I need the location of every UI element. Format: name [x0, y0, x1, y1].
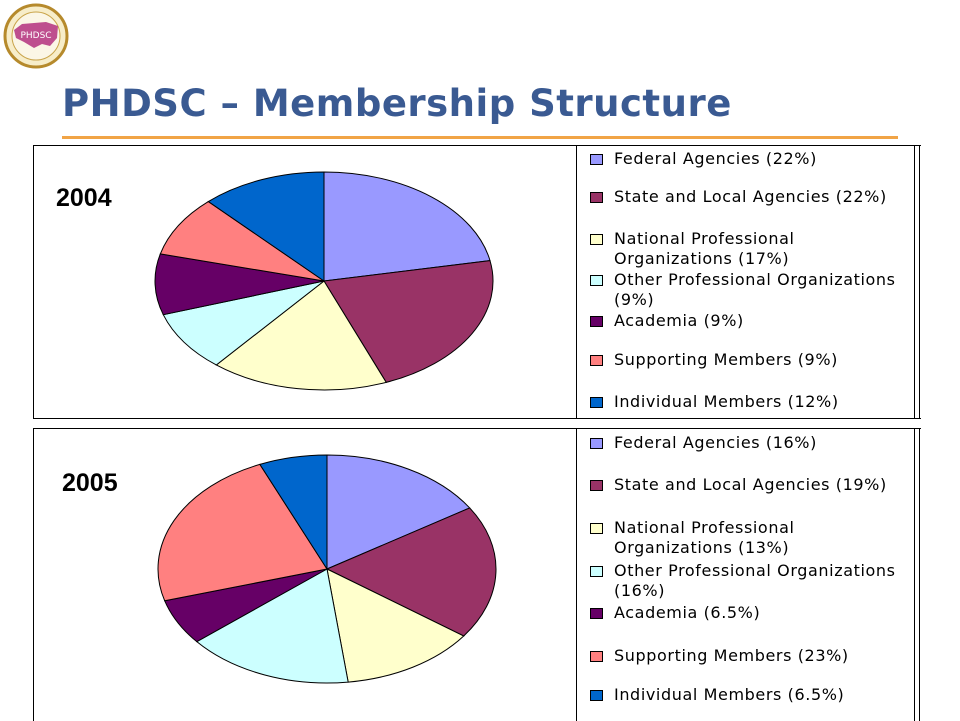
- legend-swatch: [590, 608, 603, 619]
- legend-swatch: [590, 355, 603, 366]
- panel-border-right: [914, 146, 915, 418]
- pie-slice-national-professional-organizations: [326, 568, 465, 683]
- title-underline: [62, 136, 898, 139]
- pie-chart-2005: [157, 454, 497, 684]
- panel-border-right: [914, 429, 915, 721]
- logo-text: PHDSC: [20, 31, 51, 41]
- pie-slice-federal-agencies: [326, 454, 471, 570]
- pie-slice-other-professional-organizations: [162, 280, 325, 366]
- pie-slice-individual-members: [207, 171, 325, 282]
- legend-label: State and Local Agencies (22%): [614, 187, 887, 206]
- panel-border-outer: [919, 429, 920, 721]
- legend-swatch: [590, 397, 603, 408]
- legend-swatch: [590, 316, 603, 327]
- legend-swatch: [590, 438, 603, 449]
- legend-label: Supporting Members (23%): [614, 646, 849, 665]
- legend-label: National Professional Organizations (17%…: [614, 229, 795, 268]
- legend-label: Federal Agencies (22%): [614, 149, 817, 168]
- pie-slice-state-and-local-agencies: [325, 507, 497, 637]
- legend-label: Other Professional Organizations (9%): [614, 270, 896, 309]
- pie-slice-other-professional-organizations: [195, 568, 349, 684]
- pie-slice-state-and-local-agencies: [323, 260, 494, 383]
- phdsc-logo: PHDSC: [3, 3, 69, 69]
- slide-title: PHDSC – Membership Structure: [62, 82, 732, 125]
- pie-slice-individual-members: [259, 454, 328, 571]
- legend-label: Other Professional Organizations (16%): [614, 561, 896, 600]
- pie-slice-academia: [154, 253, 325, 316]
- legend-divider: [576, 429, 577, 721]
- pie-slice-federal-agencies: [323, 171, 491, 282]
- chart-panel-2004: 2004 Federal Agencies (22%) State and Loc…: [33, 145, 921, 419]
- legend-swatch: [590, 480, 603, 491]
- legend-swatch: [590, 275, 603, 286]
- legend-swatch: [590, 566, 603, 577]
- chart-panel-2005: 2005 Federal Agencies (16%) State and Loc…: [33, 428, 921, 721]
- legend-swatch: [590, 234, 603, 245]
- legend-swatch: [590, 154, 603, 165]
- legend-label: Individual Members (12%): [614, 392, 839, 411]
- legend-swatch: [590, 192, 603, 203]
- legend-label: State and Local Agencies (19%): [614, 475, 887, 494]
- panel-border-outer: [919, 146, 920, 418]
- legend-swatch: [590, 690, 603, 701]
- legend-divider: [576, 146, 577, 418]
- legend-label: Supporting Members (9%): [614, 350, 838, 369]
- pie-chart-2004: [154, 171, 494, 391]
- legend-label: Federal Agencies (16%): [614, 433, 817, 452]
- legend-label: Academia (6.5%): [614, 603, 761, 622]
- legend-swatch: [590, 523, 603, 534]
- legend-label: Academia (9%): [614, 311, 744, 330]
- chart-title-2004: 2004: [56, 184, 112, 212]
- legend-label: Individual Members (6.5%): [614, 685, 845, 704]
- pie-slice-supporting-members: [159, 200, 325, 282]
- legend-swatch: [590, 651, 603, 662]
- pie-slice-supporting-members: [157, 463, 328, 602]
- legend-label: National Professional Organizations (13%…: [614, 518, 795, 557]
- pie-slice-national-professional-organizations: [215, 280, 387, 391]
- chart-title-2005: 2005: [62, 469, 118, 497]
